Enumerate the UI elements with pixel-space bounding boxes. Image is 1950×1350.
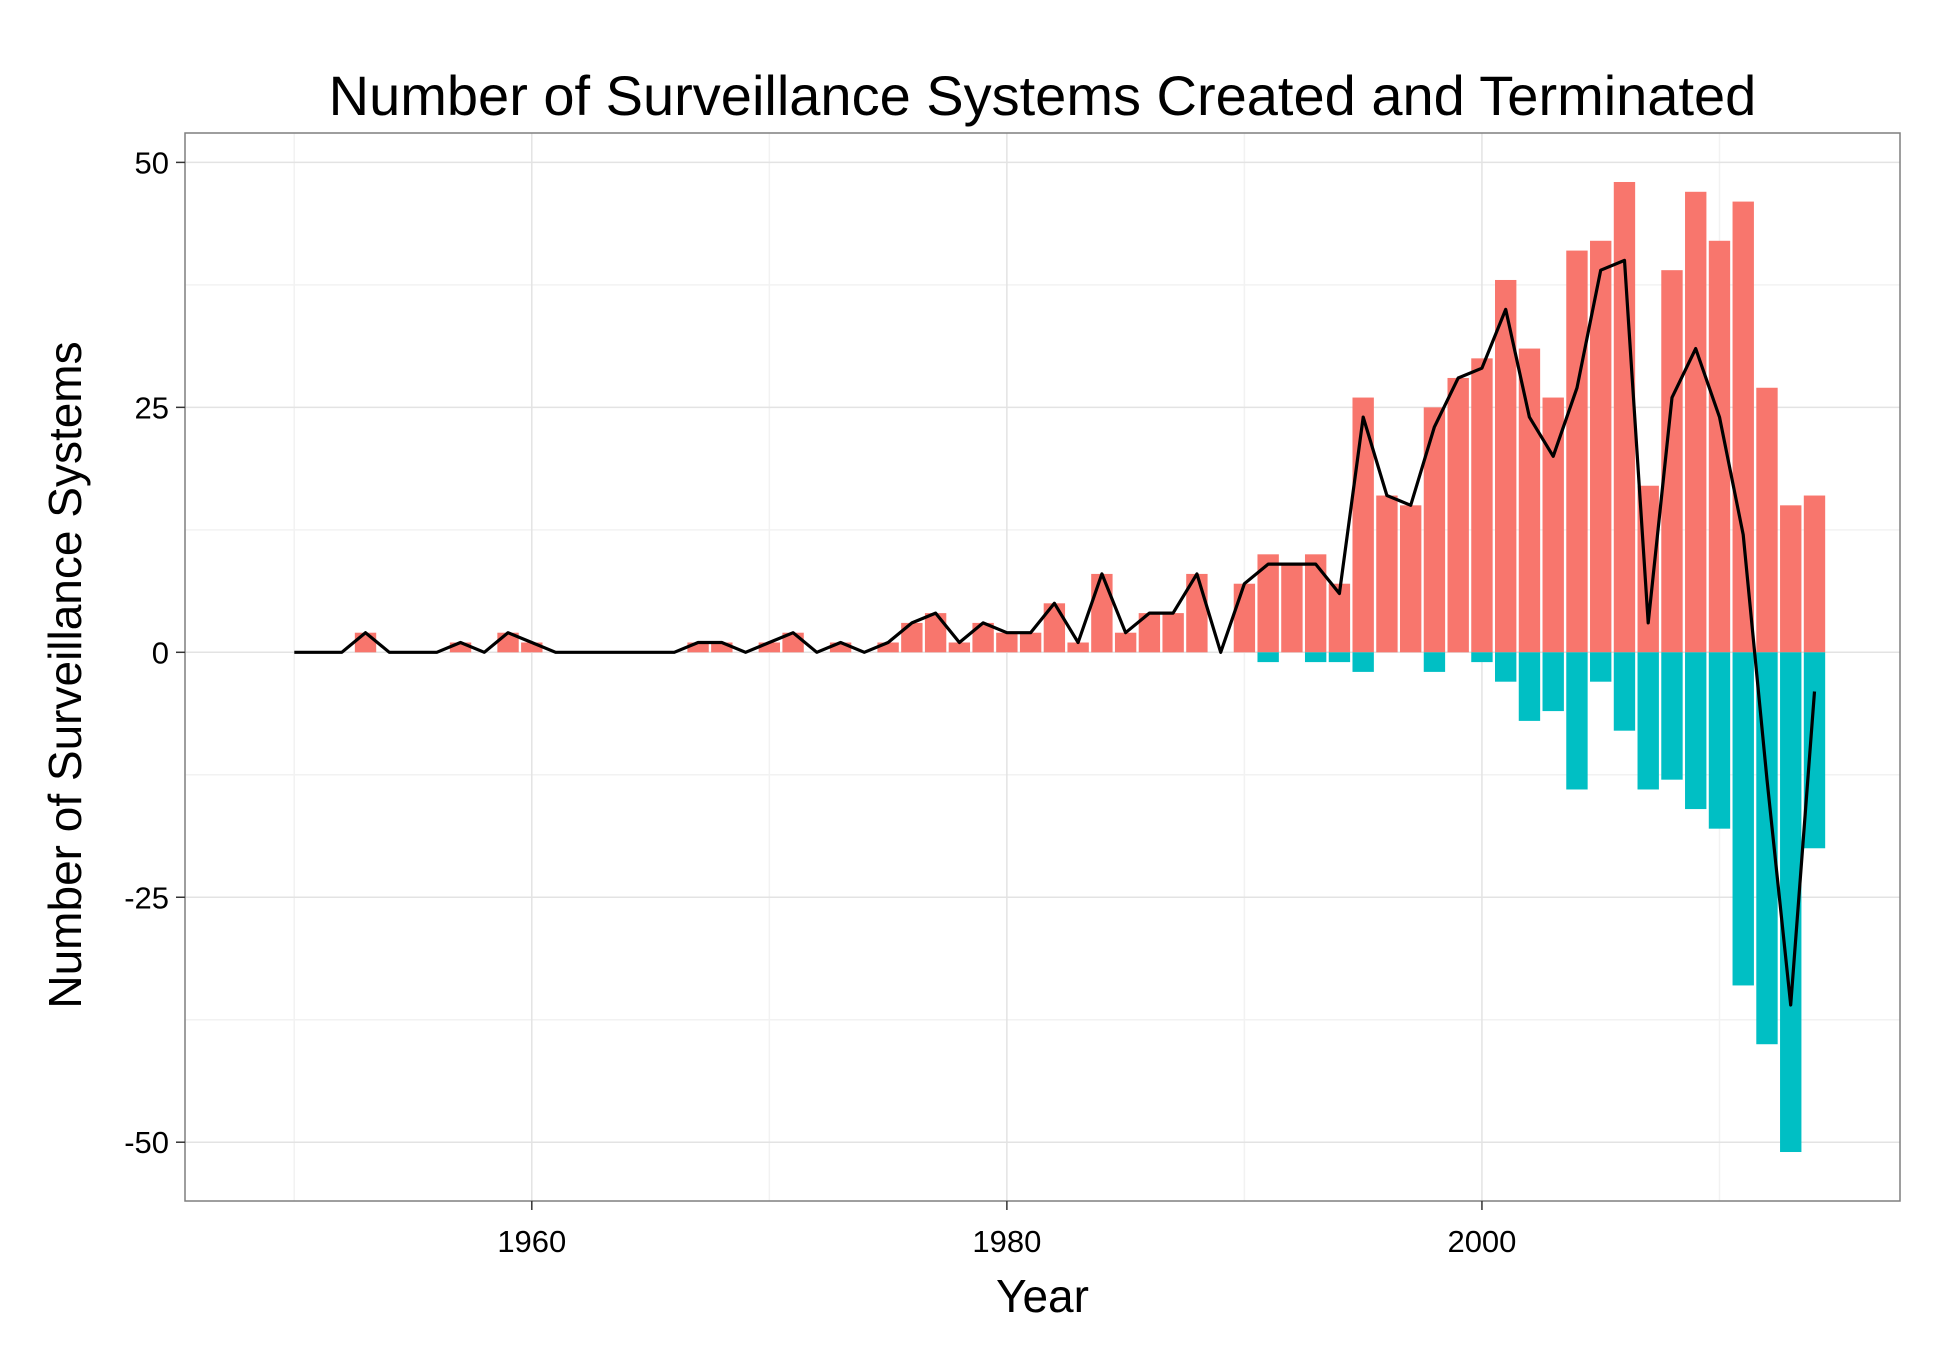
bar-terminated [1803, 652, 1826, 849]
bar-created [1423, 407, 1446, 653]
bar-created [1685, 191, 1707, 653]
bar-terminated [1423, 652, 1446, 672]
bar-terminated [1257, 652, 1279, 663]
bars-layer [354, 181, 1826, 1153]
bar-terminated [1352, 652, 1374, 672]
bar-created [1019, 632, 1042, 653]
bar-terminated [1732, 652, 1754, 986]
bar-created [901, 622, 923, 653]
bar-created [1091, 573, 1113, 653]
bar-created [1756, 387, 1778, 653]
y-tick-label: 50 [135, 145, 169, 180]
bar-created [1304, 554, 1327, 653]
bar-terminated [1471, 652, 1493, 663]
x-tick-label: 1960 [497, 1224, 566, 1259]
bar-created [1067, 642, 1089, 653]
bar-created [924, 613, 947, 653]
bar-created [758, 642, 781, 653]
bar-terminated [1542, 652, 1564, 712]
bar-created [1447, 377, 1469, 653]
bar-created [1732, 201, 1754, 653]
bar-created [1803, 495, 1826, 653]
bar-terminated [1495, 652, 1517, 682]
bar-created [972, 622, 994, 653]
y-tick-label: 25 [135, 390, 169, 425]
bar-created [1566, 250, 1588, 653]
bar-created [877, 642, 899, 653]
bar-created [711, 642, 733, 653]
x-axis-label: Year [996, 1270, 1089, 1322]
bar-created [1376, 495, 1398, 653]
y-axis-label: Number of Surveillance Systems [39, 341, 91, 1009]
bar-created [1471, 358, 1493, 653]
bar-created [1495, 279, 1517, 653]
y-tick-label: -25 [124, 880, 169, 915]
bar-created [1257, 554, 1279, 653]
bar-terminated [1685, 652, 1707, 810]
bar-created [1281, 564, 1303, 653]
bar-terminated [1566, 652, 1588, 790]
bar-terminated [1637, 652, 1659, 790]
bar-terminated [1756, 652, 1778, 1045]
bar-created [449, 642, 472, 653]
bar-terminated [1304, 652, 1327, 663]
chart-title: Number of Surveillance Systems Created a… [328, 64, 1757, 127]
bar-created [1542, 397, 1564, 653]
bar-terminated [1661, 652, 1683, 780]
x-tick-label: 2000 [1447, 1224, 1516, 1259]
bar-created [1352, 397, 1374, 653]
y-tick-label: 0 [152, 635, 169, 670]
bar-created [687, 642, 709, 653]
bar-created [1328, 583, 1351, 653]
grid-layer [185, 133, 1900, 1201]
bar-created [996, 632, 1018, 653]
bar-created [1590, 240, 1612, 653]
bar-terminated [1518, 652, 1541, 721]
bar-created [1399, 505, 1422, 653]
bar-created [1114, 632, 1137, 653]
bar-terminated [1613, 652, 1636, 731]
x-tick-label: 1980 [972, 1224, 1041, 1259]
bar-created [829, 642, 852, 653]
bar-created [1043, 603, 1066, 653]
bar-created [1138, 613, 1161, 653]
bar-created [1518, 348, 1541, 653]
bar-created [948, 642, 971, 653]
net-line [294, 258, 1817, 1007]
bar-created [1661, 270, 1683, 653]
bar-terminated [1708, 652, 1731, 829]
y-tick-label: -50 [124, 1125, 169, 1160]
axis-layer: 50 25 0 -25 -50 1960 1980 2000 [124, 145, 1516, 1259]
bar-created [1613, 181, 1636, 653]
bar-created [1708, 240, 1731, 653]
panel-border [184, 132, 1901, 1202]
bar-terminated [1590, 652, 1612, 682]
bar-created [521, 642, 543, 653]
bar-terminated [1328, 652, 1351, 663]
bar-created [1233, 583, 1256, 653]
line-layer [294, 258, 1817, 1007]
bar-created [1780, 505, 1802, 653]
bar-created [354, 632, 377, 653]
bar-terminated [1780, 652, 1802, 1153]
bar-created [1162, 613, 1184, 653]
